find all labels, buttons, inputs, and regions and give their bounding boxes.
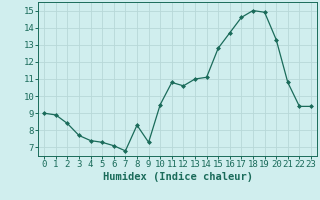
X-axis label: Humidex (Indice chaleur): Humidex (Indice chaleur) — [103, 172, 252, 182]
